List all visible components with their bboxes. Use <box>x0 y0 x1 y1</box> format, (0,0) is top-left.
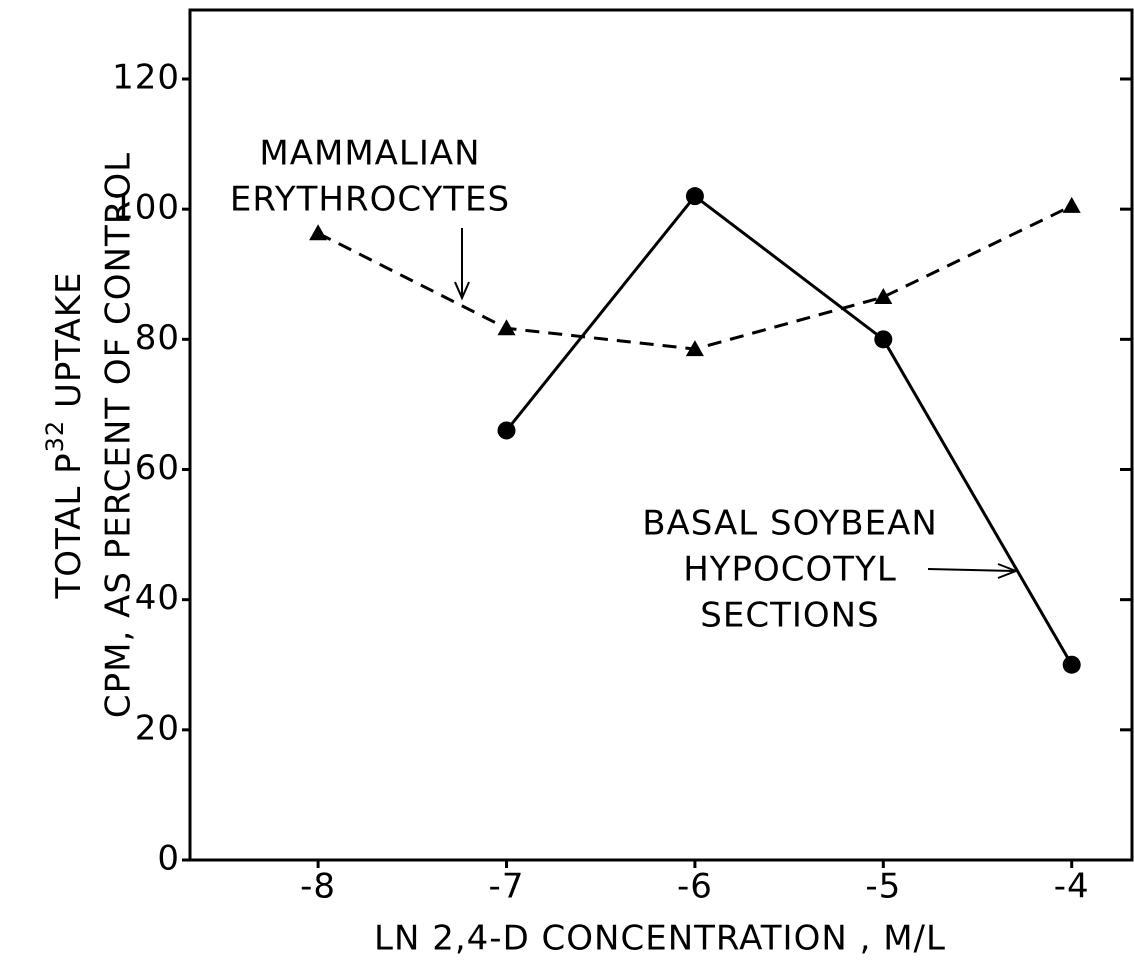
plot-frame <box>188 8 1134 862</box>
point <box>874 288 893 305</box>
point <box>1062 196 1081 213</box>
x-axis-label: LN 2,4-D CONCENTRATION , M/L <box>374 919 946 959</box>
x-tick-label: -5 <box>865 867 901 907</box>
point <box>309 224 328 241</box>
x-tick-label: -4 <box>1054 867 1090 907</box>
y-label-superscript: 32 <box>41 420 69 453</box>
y-tick-label: 0 <box>157 839 180 879</box>
point <box>1062 655 1081 674</box>
annotation: BASAL SOYBEAN <box>642 504 938 544</box>
x-tick-label: -8 <box>300 867 336 907</box>
annotation: SECTIONS <box>700 596 879 636</box>
point <box>685 187 704 206</box>
series-line <box>505 194 1074 666</box>
y-label-part: UPTAKE <box>49 271 89 419</box>
x-tick-label: -7 <box>489 867 525 907</box>
y-axis-label: TOTAL P32 UPTAKE <box>41 271 89 599</box>
y-tick-label: 60 <box>135 448 180 488</box>
annotation: ERYTHROCYTES <box>230 180 510 220</box>
point <box>685 340 704 357</box>
point <box>497 319 516 336</box>
annotation: MAMMALIAN <box>259 134 480 174</box>
y-label-part: TOTAL P <box>49 452 89 599</box>
x-tick-label: -6 <box>677 867 713 907</box>
point <box>874 330 893 349</box>
series-line <box>317 204 1073 351</box>
point <box>497 421 516 440</box>
y-tick-label: 120 <box>112 57 180 97</box>
y-tick-label: 40 <box>135 578 180 618</box>
y-tick-label: 20 <box>135 708 180 748</box>
y-tick-label: 100 <box>112 188 180 228</box>
y-tick-label: 80 <box>135 318 180 358</box>
annotation: HYPOCOTYL <box>683 550 897 590</box>
arrow <box>927 568 1015 572</box>
y-axis-label: CPM, AS PERCENT OF CONTROL <box>99 152 139 718</box>
arrow-head <box>454 281 470 301</box>
